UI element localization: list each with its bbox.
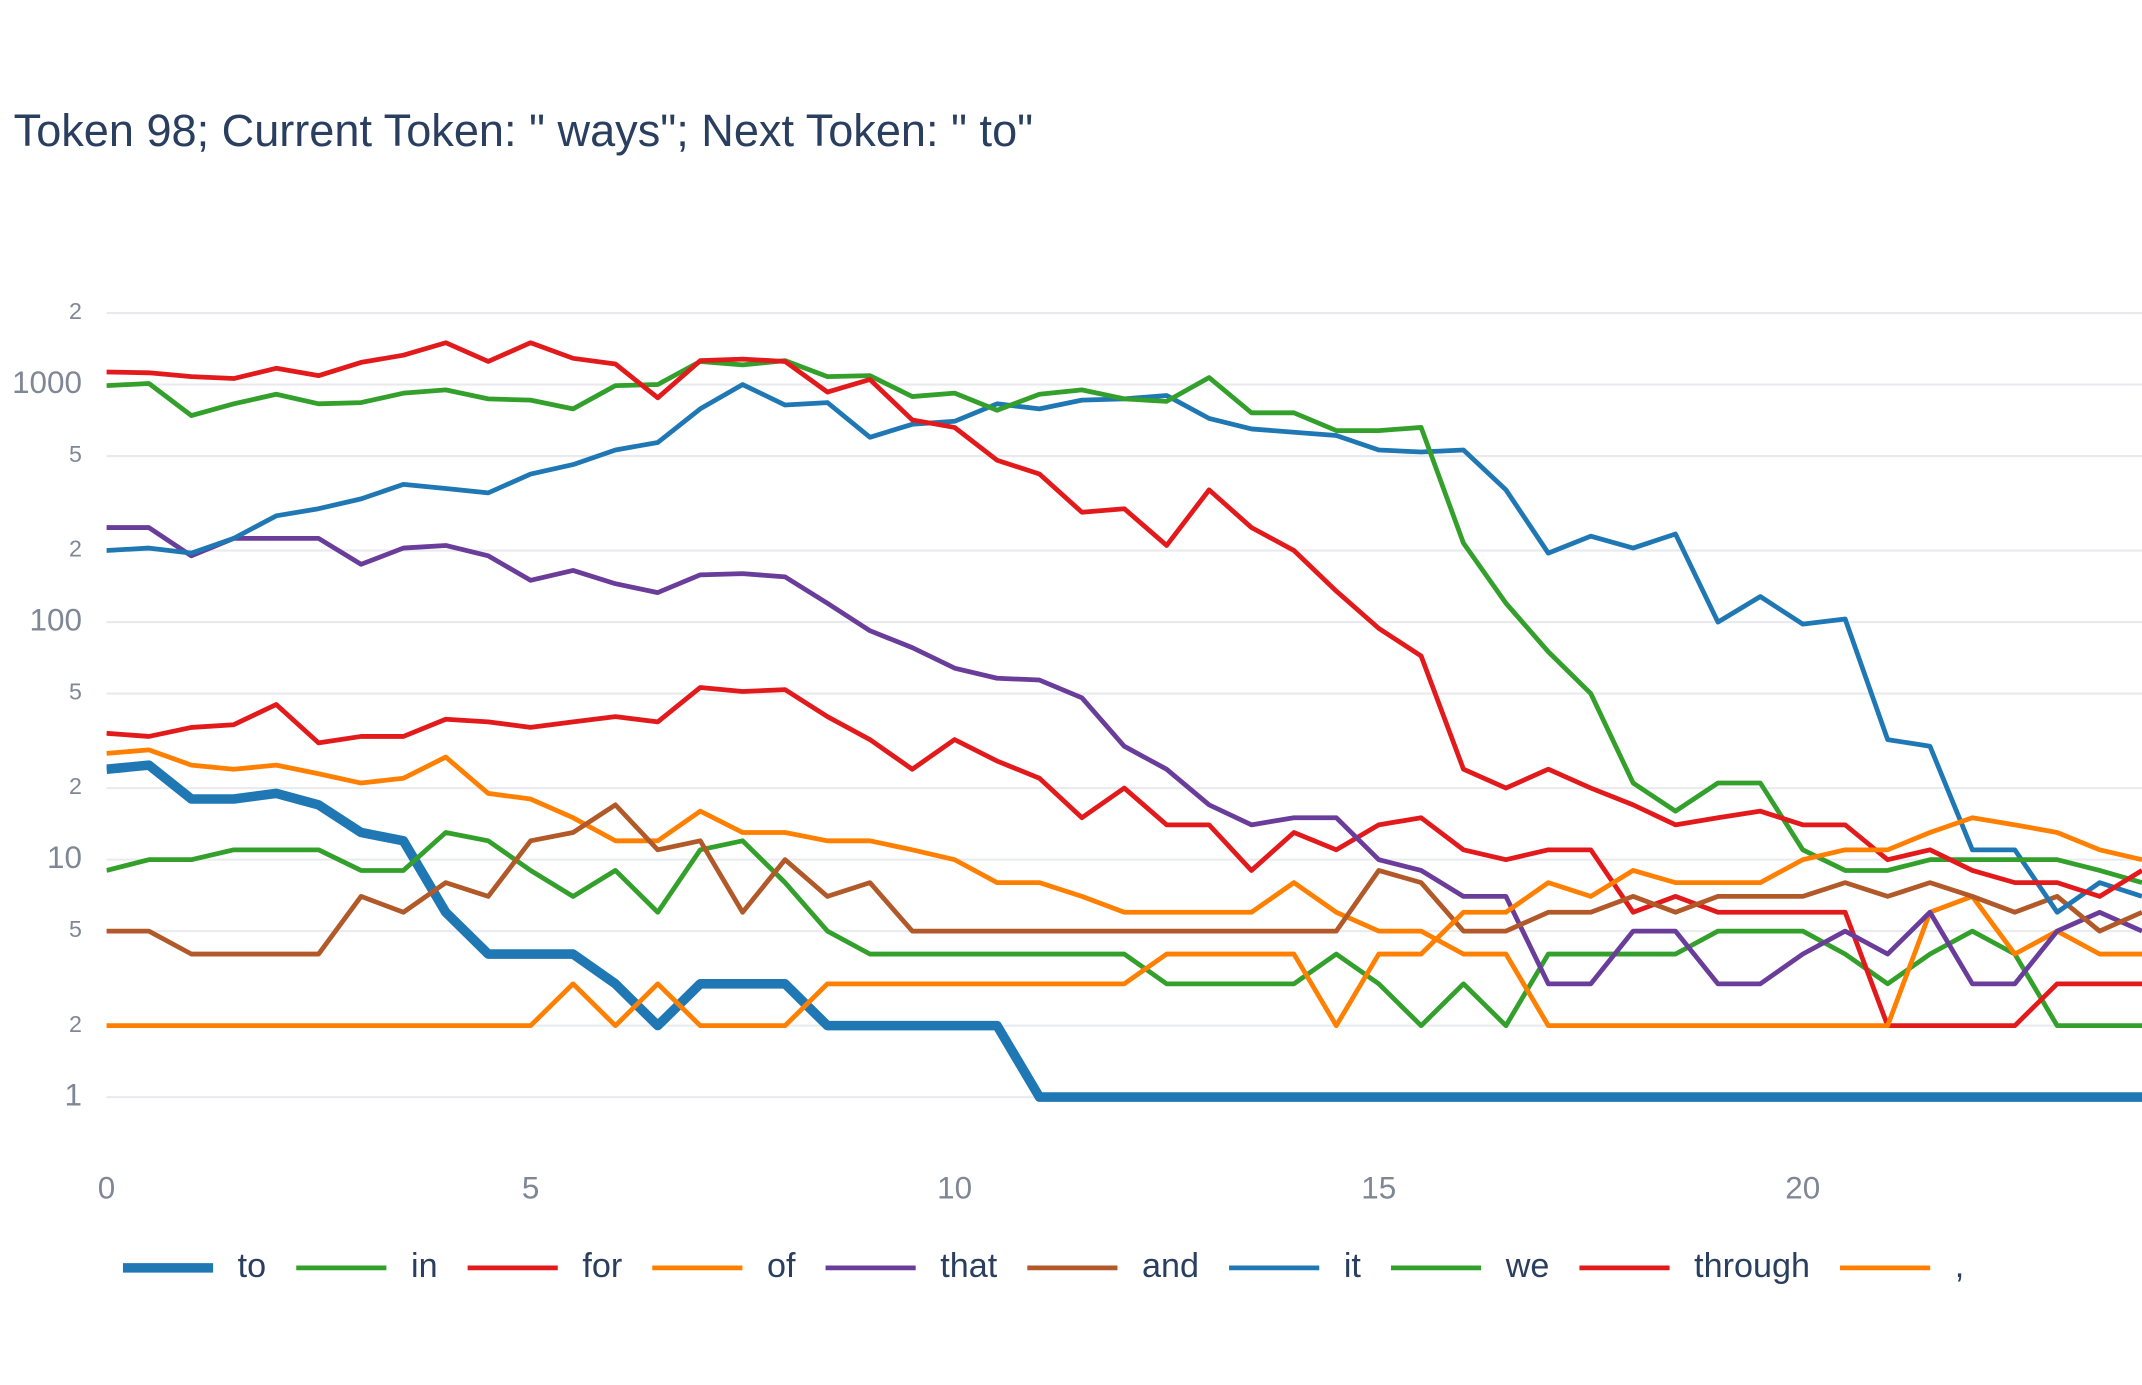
y-tick-label: 5 [69,441,82,467]
y-tick-label: 2 [69,773,82,799]
y-tick-label: 5 [69,916,82,942]
series-line [106,525,2142,987]
plot-area [106,340,2142,1102]
series-line [106,340,2142,899]
y-tick-label: 2 [69,298,82,324]
legend-label: for [582,1247,622,1285]
series-line [106,830,2142,1029]
series-line [106,747,2142,1029]
series-line [106,358,2142,885]
y-tick-label: 1 [64,1077,81,1112]
series-line [106,760,2142,1102]
x-tick-label: 5 [522,1170,539,1205]
legend-label: that [940,1247,997,1285]
y-tick-label: 2 [69,536,82,562]
legend-label: in [411,1247,438,1285]
chart-title: Token 98; Current Token: " ways"; Next T… [14,105,1034,156]
y-tick-label: 2 [69,1011,82,1037]
legend-label: it [1344,1247,1362,1285]
y-tick-label: 100 [30,602,82,637]
legend-label: and [1142,1247,1199,1285]
y-tick-label: 5 [69,679,82,705]
legend-label: through [1694,1247,1810,1285]
legend: to in for of that and it we through, [122,1247,1964,1285]
y-tick-label: 10 [47,840,82,875]
x-tick-label: 15 [1361,1170,1396,1205]
legend-label: of [767,1247,796,1285]
x-tick-label: 0 [98,1170,115,1205]
series-line [106,802,2142,957]
x-tick-label: 10 [937,1170,972,1205]
y-tick-label: 1000 [12,365,82,400]
legend-label: we [1505,1247,1550,1285]
series-line [106,685,2142,1029]
series-line [106,815,2142,1029]
x-tick-label: 20 [1785,1170,1820,1205]
legend-label: , [1955,1247,1964,1285]
legend-label: to [238,1247,266,1285]
